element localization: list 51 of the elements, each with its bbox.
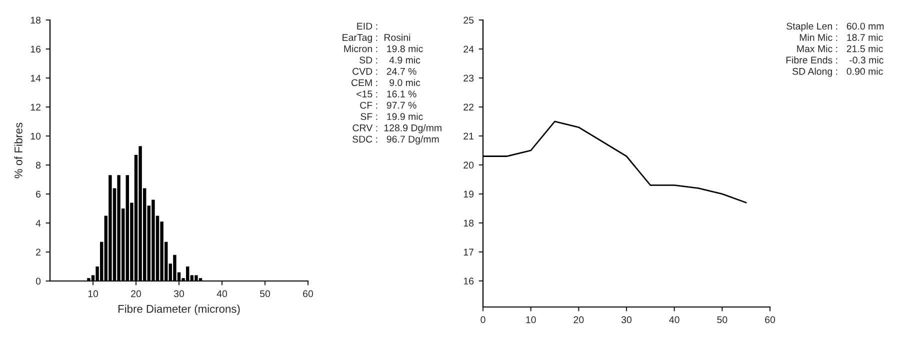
y-tick-label: 0 bbox=[36, 278, 41, 285]
text: CVD : 24.7 % bbox=[352, 68, 416, 75]
x-tick-label: 20 bbox=[131, 290, 142, 298]
y-tick-label: 24 bbox=[464, 46, 474, 53]
x-tick-label: 50 bbox=[717, 316, 728, 324]
y-tick-label: 17 bbox=[464, 248, 474, 256]
text: SF : 19.9 mic bbox=[360, 112, 423, 120]
y-tick-label: 18 bbox=[464, 220, 474, 227]
x-tick-label: 20 bbox=[574, 316, 584, 324]
y-tick-label: 6 bbox=[36, 190, 41, 198]
y-tick-label: 16 bbox=[30, 46, 41, 53]
text: Fibre Ends : -0.3 mic bbox=[786, 56, 884, 64]
x-tick-label: 10 bbox=[526, 316, 536, 324]
x-tick-label: 50 bbox=[260, 290, 270, 298]
y-tick-label: 16 bbox=[464, 278, 474, 285]
y-tick-label: 19 bbox=[464, 190, 474, 198]
y-tick-label: 18 bbox=[30, 16, 41, 24]
text: Micron : 19.8 mic bbox=[344, 45, 423, 52]
x-tick-label: 30 bbox=[621, 316, 632, 324]
y-tick-label: 20 bbox=[464, 162, 474, 169]
y-tick-label: 23 bbox=[464, 74, 474, 82]
text: SD : 4.9 mic bbox=[360, 56, 420, 64]
y-tick-label: 12 bbox=[30, 104, 40, 111]
y-axis-title: % of Fibres bbox=[14, 122, 22, 178]
x-tick-label: 30 bbox=[174, 290, 184, 298]
x-tick-label: 60 bbox=[765, 316, 776, 324]
text: EID : bbox=[357, 22, 378, 30]
text: <15 : 16.1 % bbox=[356, 90, 416, 98]
text: SDC : 96.7 Dg/mm bbox=[352, 135, 439, 145]
x-tick-label: 40 bbox=[669, 316, 680, 324]
y-tick-label: 10 bbox=[30, 132, 41, 140]
x-axis-title: Fibre Diameter (microns) bbox=[118, 304, 240, 315]
text: CF : 97.7 % bbox=[360, 102, 416, 109]
x-tick-label: 40 bbox=[216, 290, 228, 298]
x-tick-label: 0 bbox=[480, 316, 486, 324]
y-tick-label: 4 bbox=[36, 220, 41, 227]
y-tick-label: 25 bbox=[464, 16, 474, 24]
y-tick-label: 8 bbox=[36, 162, 41, 169]
text: Staple Len : 60.0 mm bbox=[786, 22, 884, 32]
y-tick-label: 22 bbox=[464, 104, 474, 110]
y-tick-label: 2 bbox=[36, 248, 40, 256]
text: Min Mic : 18.7 mic bbox=[800, 34, 883, 41]
text: Max Mic : 21.5 mic bbox=[797, 45, 883, 52]
text: CRV : 128.9 Dg/mm bbox=[352, 124, 442, 134]
x-tick-label: 10 bbox=[88, 290, 98, 298]
text: CEM : 9.0 mic bbox=[351, 78, 420, 86]
y-tick-label: 21 bbox=[464, 132, 474, 140]
y-tick-label: 14 bbox=[30, 74, 41, 82]
x-tick-label: 60 bbox=[303, 290, 314, 298]
text: EarTag : Rosini bbox=[342, 34, 410, 43]
text: SD Along : 0.90 mic bbox=[792, 68, 883, 77]
